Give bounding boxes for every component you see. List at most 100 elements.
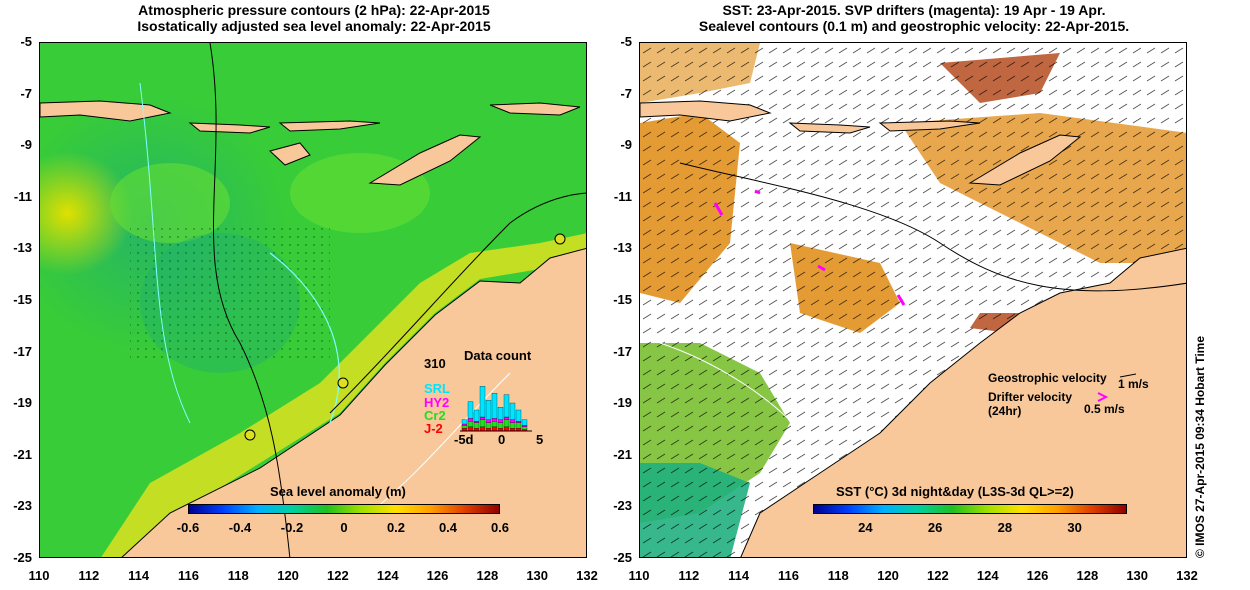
histogram-bar-cr2 <box>485 422 492 429</box>
x-tick-label: 116 <box>177 568 199 583</box>
histogram-bar-srl <box>503 394 510 418</box>
pressure-contour <box>329 192 586 414</box>
histogram-bar-srl <box>515 409 522 422</box>
histogram-bar-srl <box>491 393 498 419</box>
sealevel-contour <box>679 162 1186 292</box>
x-tick-label: 124 <box>976 568 999 583</box>
data-count-title: Data count <box>464 348 532 363</box>
drifter-track <box>896 294 906 306</box>
sst-map-svg <box>640 43 1186 557</box>
sst-colorbar <box>813 504 1127 514</box>
x-tick-label: 114 <box>128 568 150 583</box>
mission-cr2: Cr2 <box>424 408 446 423</box>
x-tick-label: 120 <box>277 568 299 583</box>
sea-level-anomaly-map-svg <box>40 43 586 557</box>
x-tick-label: 116 <box>777 568 799 583</box>
histogram-bar-hy2 <box>461 423 468 426</box>
hist-xtick-0: 0 <box>498 432 506 447</box>
pressure-dots <box>130 223 330 363</box>
histogram-bar-srl <box>467 401 474 419</box>
histogram-bar-srl <box>461 419 468 425</box>
colorbar-tick: -0.4 <box>228 520 252 535</box>
data-count-value: 310 <box>424 356 446 371</box>
australia-land <box>121 248 586 557</box>
x-tick-label: 126 <box>426 568 449 583</box>
hist-xtick-minus5: -5d <box>454 432 474 447</box>
x-tick-label: 126 <box>1026 568 1049 583</box>
x-tick-label: 128 <box>1076 568 1099 583</box>
flores-island <box>878 120 981 132</box>
y-tick-label: -15 <box>613 292 632 307</box>
colorbar-tick: 28 <box>997 520 1013 535</box>
x-tick-label: 122 <box>327 568 349 583</box>
histogram-bar-j2 <box>491 426 498 432</box>
histogram-bar-j2 <box>467 426 474 432</box>
histogram-bar-cr2 <box>479 419 486 427</box>
histogram-bar-srl <box>479 386 486 418</box>
left-title-line1: Atmospheric pressure contours (2 hPa): 2… <box>138 2 490 18</box>
x-tick-label: 110 <box>28 568 50 583</box>
y-tick-label: -11 <box>13 188 32 204</box>
right-title-line1: SST: 23-Apr-2015. SVP drifters (magenta)… <box>722 2 1106 18</box>
histogram-bar-srl <box>497 407 504 420</box>
histogram-bar-hy2 <box>473 421 480 423</box>
hist-xtick-5: 5 <box>536 432 544 447</box>
colorbar-tick: 30 <box>1067 520 1082 535</box>
sea-level-anomaly-map <box>39 42 587 558</box>
x-tick-label: 118 <box>827 568 849 583</box>
colorbar-tick: 24 <box>858 520 873 535</box>
histogram-bar-srl <box>473 409 480 422</box>
x-tick-label: 112 <box>78 568 100 583</box>
sea-level-colorbar-title: Sea level anomaly (m) <box>270 484 406 499</box>
y-tick-label: -17 <box>613 343 632 359</box>
drifter-track <box>817 264 826 272</box>
flores-island <box>278 120 381 132</box>
histogram-bar-cr2 <box>509 422 516 429</box>
drifter-velocity-scale: 0.5 m/s <box>1084 402 1125 416</box>
x-tick-label: 114 <box>728 568 750 583</box>
java-island <box>640 100 772 122</box>
y-tick-label: -19 <box>613 395 632 411</box>
mission-hy2: HY2 <box>424 395 450 410</box>
y-tick-label: -21 <box>13 446 32 462</box>
y-tick-label: -7 <box>20 85 32 101</box>
lesser-sunda-island <box>788 122 871 134</box>
colorbar-tick: 0 <box>340 520 348 535</box>
histogram-bar-cr2 <box>521 426 528 430</box>
histogram-bar-cr2 <box>497 422 504 429</box>
station-marker <box>244 429 256 441</box>
timor-island <box>368 134 482 186</box>
y-tick-label: -13 <box>613 240 632 256</box>
right-title-line2: Sealevel contours (0.1 m) and geostrophi… <box>698 18 1130 34</box>
y-tick-label: -21 <box>613 446 632 462</box>
y-tick-label: -7 <box>620 85 632 101</box>
bathymetry-contour <box>139 82 191 424</box>
histogram-bar-cr2 <box>467 421 474 427</box>
histogram-bar-j2 <box>503 426 510 432</box>
x-tick-label: 124 <box>376 568 399 583</box>
y-tick-label: -23 <box>13 498 32 514</box>
bathymetry-contour <box>269 252 340 424</box>
drifter-velocity-label: Drifter velocity <box>988 390 1073 404</box>
station-marker <box>554 233 566 245</box>
sea-level-colorbar <box>188 504 500 514</box>
sst-colorbar-title: SST (°C) 3d night&day (L3S-3d QL>=2) <box>836 484 1074 499</box>
x-tick-label: 130 <box>526 568 549 583</box>
histogram-bar-j2 <box>479 426 486 432</box>
y-tick-label: -17 <box>13 343 32 359</box>
histogram-bar-cr2 <box>473 422 480 429</box>
x-tick-label: 132 <box>1176 568 1198 583</box>
histogram-bar-srl <box>509 402 516 420</box>
y-tick-label: -9 <box>20 137 32 153</box>
station-marker <box>337 377 349 389</box>
timor-island <box>968 134 1082 186</box>
sst-map <box>639 42 1187 558</box>
x-tick-label: 112 <box>678 568 700 583</box>
data-count-histogram <box>460 386 532 432</box>
colorbar-tick: -0.6 <box>176 520 200 535</box>
y-tick-label: -5 <box>20 34 32 49</box>
histogram-bar-srl <box>521 419 528 426</box>
wetar-island <box>489 102 581 116</box>
colorbar-tick: 0.6 <box>490 520 510 535</box>
y-tick-label: -15 <box>13 292 32 307</box>
